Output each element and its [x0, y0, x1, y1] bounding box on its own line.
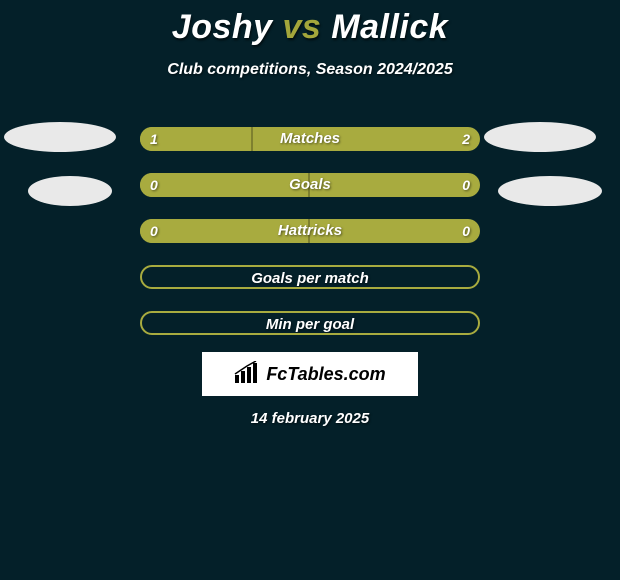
date-text: 14 february 2025 [0, 410, 620, 427]
bar-value-right: 0 [462, 173, 470, 197]
stat-bar: Matches1 2 [140, 127, 480, 151]
title-player-right: Mallick [331, 8, 448, 46]
decorative-oval-1 [484, 122, 596, 152]
bar-label: Min per goal [142, 313, 478, 335]
bar-value-left: 0 [150, 219, 158, 243]
stat-bar: Min per goal [140, 311, 480, 335]
title-vs: vs [283, 8, 322, 46]
page-title: Joshy vs Mallick [0, 0, 620, 47]
bar-label: Hattricks [140, 219, 480, 243]
decorative-oval-3 [498, 176, 602, 206]
bar-value-right: 0 [462, 219, 470, 243]
bar-label: Goals [140, 173, 480, 197]
subtitle: Club competitions, Season 2024/2025 [0, 61, 620, 79]
bar-value-left: 1 [150, 127, 158, 151]
brand-box: FcTables.com [202, 352, 418, 396]
brand-text: FcTables.com [266, 364, 385, 385]
stat-bar: Hattricks0 0 [140, 219, 480, 243]
decorative-oval-2 [28, 176, 112, 206]
title-player-left: Joshy [172, 8, 273, 46]
bar-value-right: 2 [462, 127, 470, 151]
stat-bar: Goals0 0 [140, 173, 480, 197]
bar-value-left: 0 [150, 173, 158, 197]
stats-bars: Matches12Goals00Hattricks00Goals per mat… [140, 127, 480, 357]
stat-bar: Goals per match [140, 265, 480, 289]
bars-icon [234, 361, 262, 388]
decorative-oval-0 [4, 122, 116, 152]
bar-label: Matches [140, 127, 480, 151]
bar-label: Goals per match [142, 267, 478, 289]
